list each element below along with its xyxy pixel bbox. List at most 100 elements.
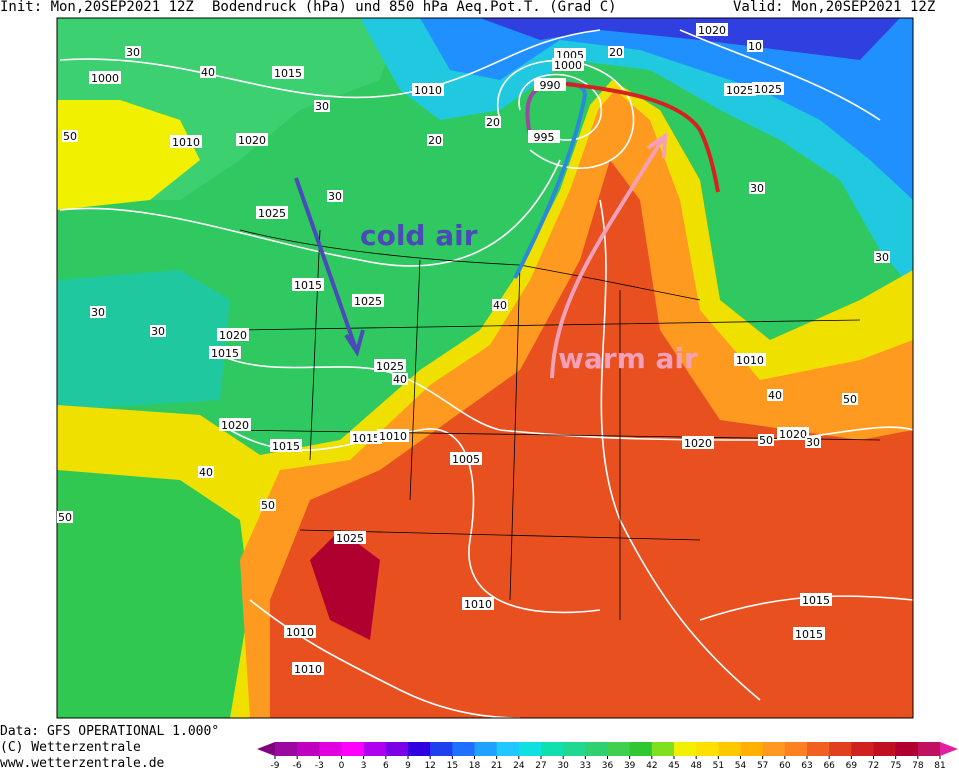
- isobar: [518, 73, 603, 141]
- colorbar-cell: [651, 742, 675, 756]
- theta-label-box: [260, 499, 276, 511]
- colorbar-cell: [762, 742, 786, 756]
- theta-label: 30: [750, 182, 764, 195]
- isobar-label: 1020: [238, 134, 266, 147]
- colorbar-cell: [319, 742, 342, 756]
- colorbar-tick-label: 39: [624, 761, 636, 770]
- cold-air-label: cold air: [360, 219, 478, 252]
- theta-label-box: [767, 389, 783, 401]
- colorbar-tick-label: 15: [447, 761, 458, 770]
- isobar-label: 1015: [352, 432, 380, 445]
- theta-label: 40: [199, 466, 213, 479]
- border: [309, 229, 621, 620]
- field-blue: [420, 18, 913, 200]
- theta-label: 40: [493, 299, 507, 312]
- colorbar-tick-label: 24: [513, 761, 525, 770]
- theta-label: 10: [748, 40, 762, 53]
- colorbar-tick-label: 75: [890, 761, 901, 770]
- isobar-label-box: [270, 439, 302, 452]
- colorbar-tick-label: 60: [779, 761, 791, 770]
- isobar: [599, 199, 761, 701]
- field-red: [270, 160, 913, 718]
- isobar: [497, 59, 635, 169]
- isobar-label-box: [334, 531, 366, 544]
- theta-label: 50: [843, 393, 857, 406]
- colorbar-tick-label: 36: [602, 761, 614, 770]
- theta-label: 40: [393, 373, 407, 386]
- colorbar-cell: [541, 742, 564, 756]
- isobar-label: 1015: [294, 279, 322, 292]
- isobar-label: 1010: [172, 136, 200, 149]
- isobar-label: 1025: [754, 83, 782, 96]
- colorbar-end: [940, 742, 958, 756]
- theta-label-box: [874, 251, 890, 263]
- field-teal: [57, 270, 230, 410]
- colorbar-tick-label: 48: [690, 761, 702, 770]
- isobar-label-box: [752, 82, 784, 95]
- contour-labels: 1000 101510101020102510051000990995102010…: [57, 23, 890, 676]
- theta-label: 30: [875, 251, 889, 264]
- isobar-label: 1020: [221, 419, 249, 432]
- cold-arrow: [294, 177, 359, 353]
- isobar-label: 1020: [684, 437, 712, 450]
- map-field: [57, 18, 913, 718]
- map-frame: [56, 17, 914, 719]
- isobar-label: 1010: [379, 430, 407, 443]
- isobar-label: 1005: [452, 453, 480, 466]
- colorbar-tick-label: 6: [383, 761, 389, 770]
- isobar-label-box: [236, 133, 268, 146]
- colorbar-cell: [829, 742, 852, 756]
- colorbar-tick-label: 3: [361, 761, 367, 770]
- isobar-label-box: [450, 452, 482, 465]
- isobar-label: 1015: [802, 594, 830, 607]
- isobar-label: 1010: [464, 598, 492, 611]
- colorbar-cell: [341, 742, 365, 756]
- isobar-label-box: [209, 346, 241, 359]
- isobar-label-box: [374, 359, 406, 372]
- theta-label-box: [485, 116, 501, 128]
- isobar-label: 990: [540, 79, 561, 92]
- colorbar-tick-label: 72: [868, 761, 879, 770]
- isobar-label-box: [219, 418, 251, 431]
- colorbar-cell: [430, 742, 453, 756]
- isobar-label-box: [793, 627, 825, 640]
- footer-copyright: (C) Wetterzentrale: [0, 740, 141, 755]
- colorbar-tick-label: 9: [405, 761, 411, 770]
- isobar-label-box: [534, 78, 566, 91]
- colorbar-cell: [895, 742, 919, 756]
- colorbar-tick-label: 81: [934, 761, 945, 770]
- isobar-label-box: [350, 431, 382, 444]
- colorbar-cell: [629, 742, 653, 756]
- isobar-label-box: [284, 625, 316, 638]
- isobar-label: 1025: [258, 207, 286, 220]
- isobar-label: 1015: [272, 440, 300, 453]
- colorbar-cell: [607, 742, 631, 756]
- isobar-label-box: [352, 294, 384, 307]
- colorbar-cell: [674, 742, 697, 756]
- theta-label: 50: [63, 130, 77, 143]
- theta-label: 20: [609, 46, 623, 59]
- colorbar-cell: [275, 742, 298, 756]
- theta-label-box: [805, 436, 821, 448]
- isobar-label-box: [170, 135, 202, 148]
- colorbar-tick-label: 54: [735, 761, 747, 770]
- colorbar-tick-label: 69: [846, 761, 858, 770]
- colorbar-cell: [718, 742, 741, 756]
- isobar-label-box: [800, 593, 832, 606]
- theta-label-box: [314, 100, 330, 112]
- annotation-lines: [294, 81, 720, 379]
- theta-label-box: [608, 46, 624, 58]
- isobar-label-box: [292, 662, 324, 675]
- colorbar-cell: [452, 742, 475, 756]
- theta-label-box: [842, 393, 858, 405]
- footer-url: www.wetterzentrale.de: [0, 756, 165, 770]
- theta-label: 30: [806, 436, 820, 449]
- isobar-label-box: [256, 206, 288, 219]
- isobar: [699, 595, 913, 621]
- field-deepblue: [480, 18, 900, 60]
- colorbar-tick-label: -9: [271, 761, 280, 770]
- colorbar-cell: [917, 742, 941, 756]
- isobar-label: 1015: [274, 67, 302, 80]
- theta-label-box: [327, 190, 343, 202]
